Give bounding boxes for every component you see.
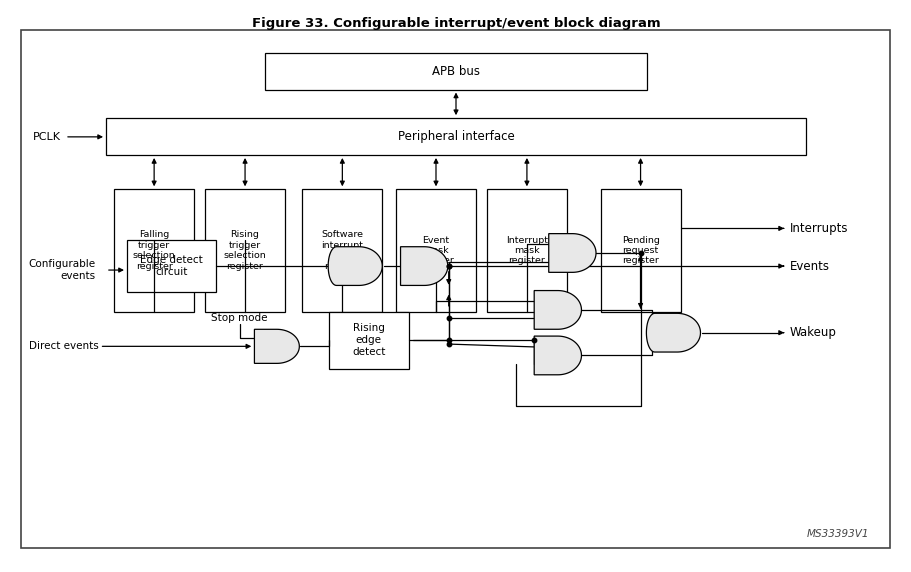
Text: Interrupts: Interrupts [789, 222, 847, 235]
Text: Rising
edge
detect: Rising edge detect [352, 324, 385, 357]
Polygon shape [548, 233, 596, 272]
Polygon shape [646, 313, 700, 352]
Text: Wakeup: Wakeup [789, 326, 835, 339]
Bar [302, 189, 382, 312]
Bar [205, 189, 285, 312]
Polygon shape [400, 247, 447, 285]
Polygon shape [534, 291, 581, 329]
Text: Falling
trigger
selection
register: Falling trigger selection register [133, 231, 175, 271]
Bar [328, 312, 408, 368]
Text: Configurable
events: Configurable events [28, 259, 96, 281]
Text: Stop mode: Stop mode [211, 313, 268, 323]
Text: Edge detect
circuit: Edge detect circuit [140, 255, 202, 277]
Text: Pending
request
register: Pending request register [621, 236, 659, 265]
Text: Events: Events [789, 260, 829, 273]
Polygon shape [254, 329, 299, 363]
Bar [127, 240, 216, 292]
Text: Event
mask
register: Event mask register [417, 236, 454, 265]
Polygon shape [534, 336, 581, 375]
Text: Direct events: Direct events [28, 341, 98, 351]
Bar [106, 118, 805, 155]
Bar [395, 189, 476, 312]
Polygon shape [328, 247, 382, 285]
Text: Peripheral interface: Peripheral interface [397, 130, 514, 143]
Bar [600, 189, 680, 312]
Text: Rising
trigger
selection
register: Rising trigger selection register [223, 231, 266, 271]
Text: PCLK: PCLK [33, 132, 60, 142]
Text: Interrupt
mask
register: Interrupt mask register [506, 236, 548, 265]
Bar [114, 189, 194, 312]
Text: MS33393V1: MS33393V1 [806, 529, 869, 539]
Bar [486, 189, 567, 312]
Text: Software
interrupt
event
register: Software interrupt event register [321, 231, 363, 271]
Bar [265, 53, 646, 90]
Text: APB bus: APB bus [432, 65, 479, 78]
Text: Figure 33. Configurable interrupt/event block diagram: Figure 33. Configurable interrupt/event … [251, 17, 660, 30]
